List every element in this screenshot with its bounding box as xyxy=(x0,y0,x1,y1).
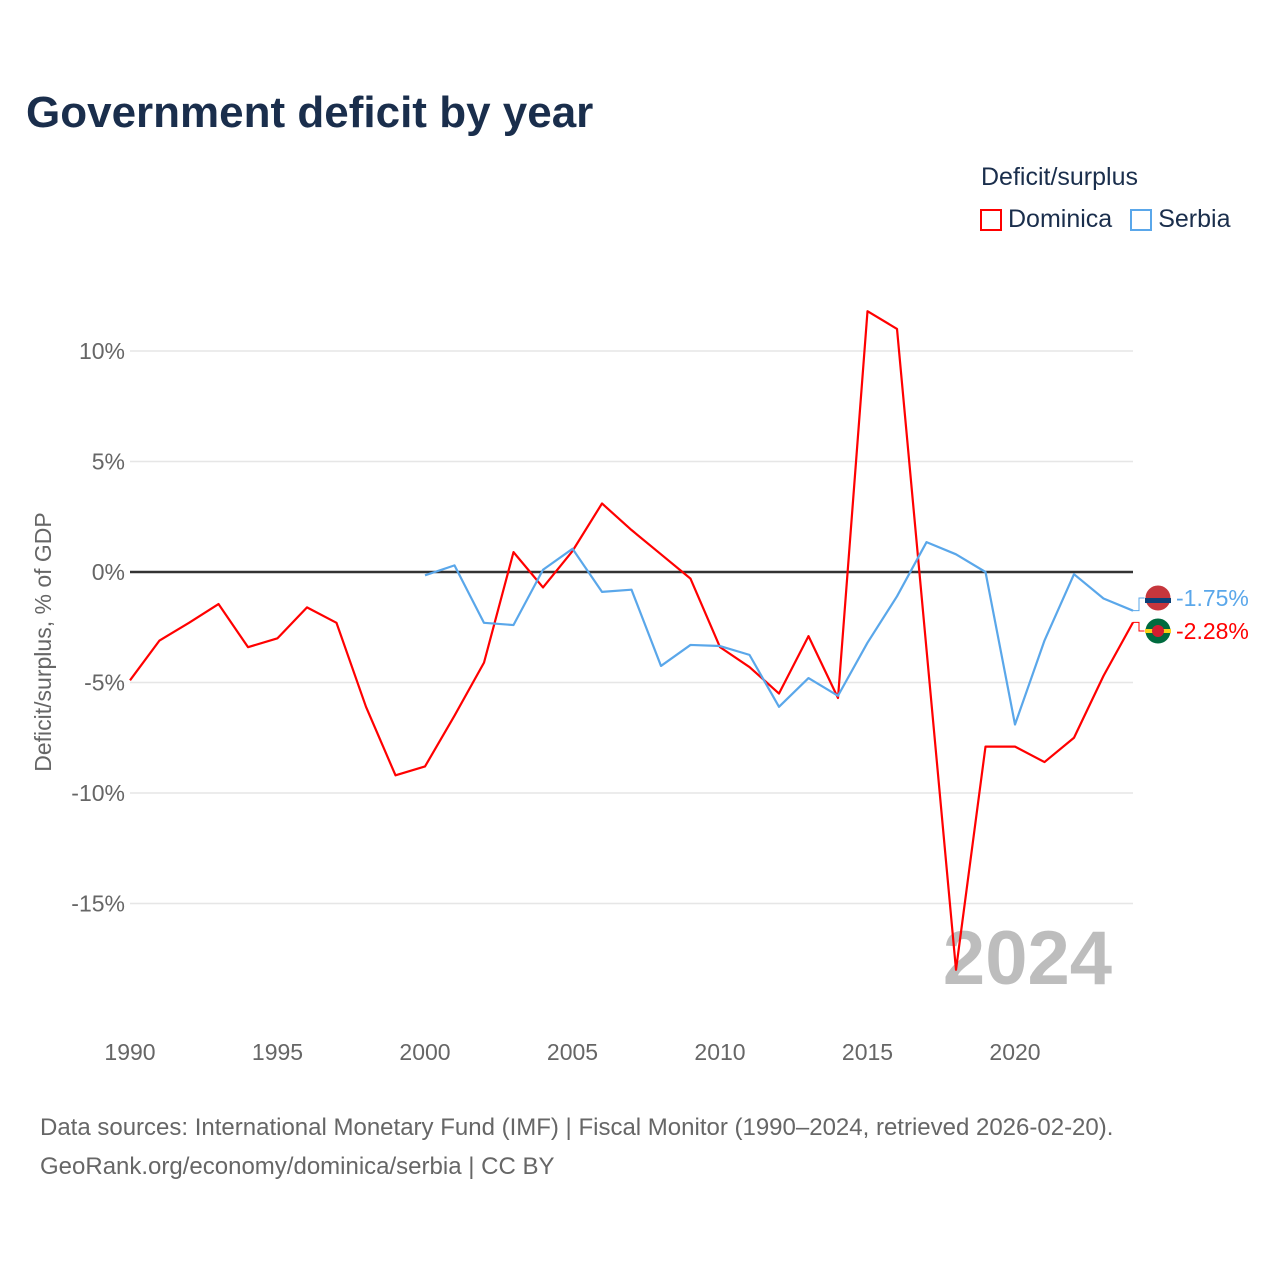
legend-label: Serbia xyxy=(1158,205,1231,233)
y-tick-label: 10% xyxy=(79,338,125,364)
y-tick-label: -5% xyxy=(84,670,125,696)
x-tick-label: 2000 xyxy=(399,1039,450,1065)
end-value-label: -2.28% xyxy=(1176,618,1249,644)
year-watermark: 2024 xyxy=(943,916,1112,1001)
flag-stripe xyxy=(1145,598,1171,603)
y-axis-label: Deficit/surplus, % of GDP xyxy=(30,512,56,771)
label-connector xyxy=(1133,621,1146,632)
legend: Dominica Serbia xyxy=(980,205,1230,234)
label-connector xyxy=(1133,597,1146,612)
x-tick-label: 2015 xyxy=(842,1039,893,1065)
x-tick-label: 2020 xyxy=(989,1039,1040,1065)
x-tick-label: 1990 xyxy=(104,1039,155,1065)
source-line: Data sources: International Monetary Fun… xyxy=(40,1114,1114,1141)
legend-item-dominica[interactable]: Dominica xyxy=(980,205,1112,234)
chart-title: Government deficit by year xyxy=(26,88,594,137)
series-line-serbia xyxy=(424,541,1134,726)
flag-emblem xyxy=(1152,625,1164,637)
series-line-dominica xyxy=(129,310,1134,971)
legend-title: Deficit/surplus xyxy=(981,163,1138,191)
y-tick-label: 0% xyxy=(92,559,125,585)
y-tick-label: -15% xyxy=(71,891,125,917)
end-value-label: -1.75% xyxy=(1176,585,1249,611)
x-tick-label: 2010 xyxy=(694,1039,745,1065)
legend-label: Dominica xyxy=(1008,205,1113,233)
legend-item-serbia[interactable]: Serbia xyxy=(1130,205,1230,234)
source-note: Data sources: International Monetary Fun… xyxy=(40,1108,1113,1186)
legend-swatch xyxy=(1130,208,1153,231)
x-tick-label: 2005 xyxy=(547,1039,598,1065)
y-tick-label: 5% xyxy=(92,449,125,475)
y-tick-label: -10% xyxy=(71,780,125,806)
legend-swatch xyxy=(980,208,1002,231)
source-link[interactable]: GeoRank.org/economy/dominica/serbia | CC… xyxy=(40,1153,555,1180)
x-tick-label: 1995 xyxy=(252,1039,303,1065)
